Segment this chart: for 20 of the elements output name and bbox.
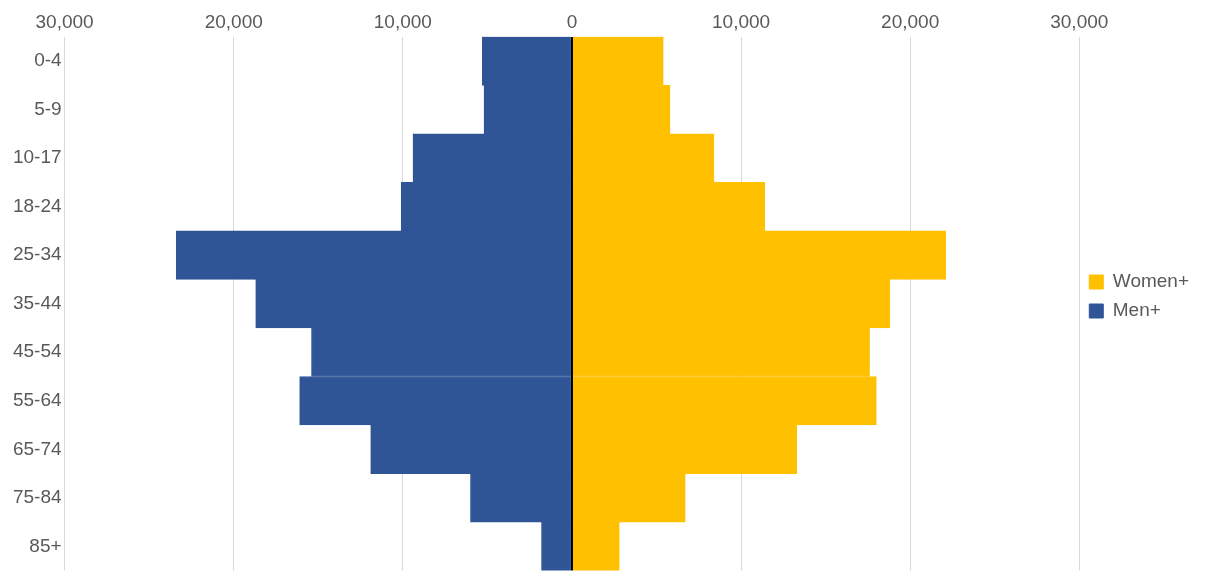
legend-label: Women+ [1112, 270, 1190, 292]
y-tick-label: 55-64 [12, 388, 63, 410]
x-tick-label: 10,000 [711, 10, 771, 32]
x-tick-label: 10,000 [373, 10, 432, 32]
x-tick-label: 30,000 [35, 10, 94, 32]
y-tick-label: 10-17 [12, 146, 62, 168]
legend-label: Men+ [1112, 299, 1161, 321]
x-tick-label: 20,000 [204, 10, 263, 32]
y-tick-label: 65-74 [12, 437, 63, 459]
y-tick-label: 35-44 [12, 291, 63, 313]
x-tick-label: 0 [566, 10, 578, 32]
y-tick-label: 18-24 [12, 194, 63, 216]
x-tick-label: 20,000 [881, 10, 940, 32]
y-tick-label: 75-84 [12, 486, 63, 508]
y-tick-label: 25-34 [12, 243, 63, 265]
y-tick-label: 0-4 [34, 49, 63, 71]
y-tick-label: 5-9 [34, 97, 62, 119]
y-tick-label: 45-54 [12, 340, 63, 362]
x-tick-label: 30,000 [1050, 10, 1109, 32]
y-tick-label: 85+ [29, 534, 62, 556]
